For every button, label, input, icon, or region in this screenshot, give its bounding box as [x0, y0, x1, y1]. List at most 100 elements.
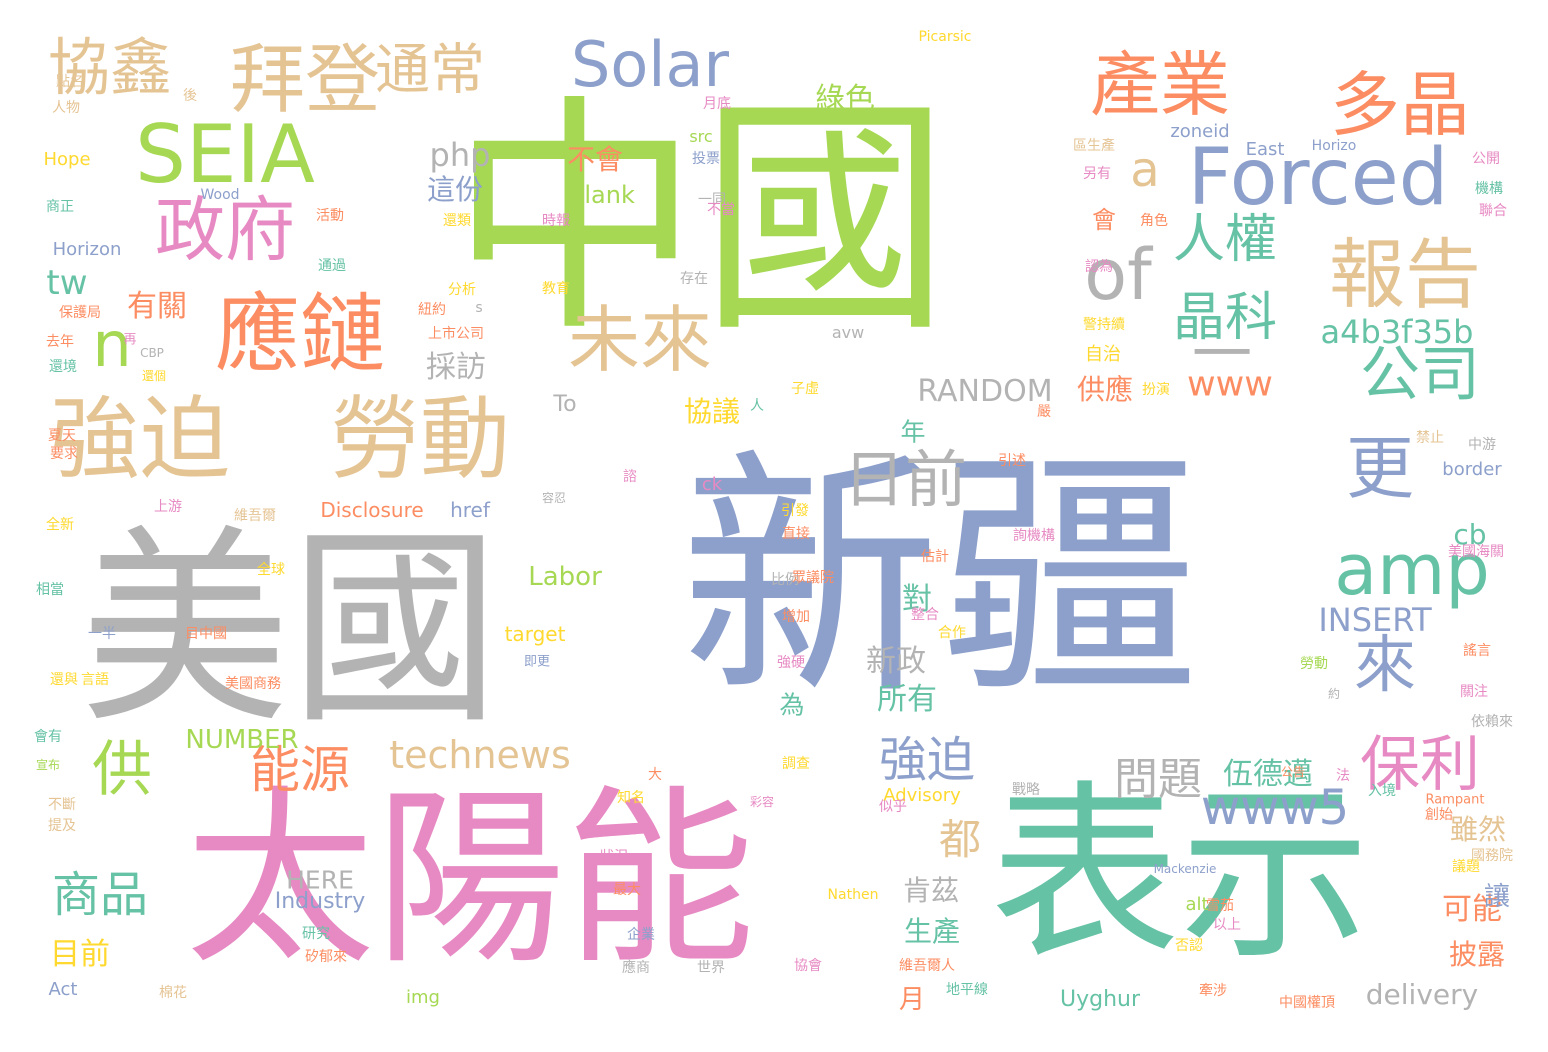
word-term-66: 生產 — [903, 915, 961, 948]
word-avw: avw — [831, 323, 865, 342]
word-term-99: 點名 — [56, 74, 84, 90]
word-term-6: 強迫 — [50, 387, 230, 492]
word-act: Act — [48, 979, 78, 1000]
word-term-150: 地平線 — [946, 982, 988, 998]
word-term-141: 大 — [648, 767, 662, 783]
word-term-8: 應鏈 — [214, 285, 386, 385]
word-term-199: 關注 — [1460, 684, 1488, 700]
word-php: php — [429, 136, 491, 174]
word-term-194: 中游 — [1468, 437, 1496, 453]
word-term-62: 可能 — [1442, 892, 1502, 927]
word-term-171: 估計 — [921, 549, 949, 565]
word-term-5: 表示 — [989, 764, 1371, 985]
word-term-136: 提及 — [48, 818, 76, 834]
word-term-197: 勞動 — [1300, 656, 1328, 672]
word-a4b3f35b: a4b3f35b — [1320, 313, 1474, 351]
word-term-124: 上游 — [154, 499, 182, 515]
word-term-131: 還與 — [50, 672, 78, 688]
word-term-191: 聯合 — [1479, 203, 1507, 219]
word-term-42: 強迫 — [878, 732, 976, 788]
word-term-182: 要求 — [50, 446, 78, 462]
word-term-137: 研究 — [302, 926, 330, 942]
word-term-27: 公司 — [1360, 340, 1480, 410]
word-term-140: 即更 — [523, 654, 551, 670]
word-n: n — [92, 308, 132, 381]
word-term-185: 扮演 — [1142, 382, 1170, 398]
word-term-126: 全球 — [257, 562, 285, 578]
word-term-155: 以上 — [1213, 917, 1241, 933]
word-horizon: Horizon — [52, 239, 122, 260]
word-term-54: 所有 — [877, 682, 937, 717]
word-term-123: 全新 — [46, 517, 74, 533]
word-uyghur: Uyghur — [1059, 987, 1141, 1012]
word-term-9: 政府 — [155, 189, 295, 271]
word-term-13: 通常 — [374, 37, 486, 102]
word-term-190: 機構 — [1475, 181, 1503, 197]
word-term-151: 中國權頂 — [1279, 995, 1335, 1011]
word-term-74: 年 — [900, 417, 926, 447]
word-term-107: 一同 — [698, 192, 726, 208]
word-border: border — [1442, 459, 1502, 480]
word-term-59: 供應 — [1076, 373, 1134, 406]
word-term-130: 美國商務 — [225, 676, 281, 692]
word-term-1: 中國 — [450, 74, 950, 365]
word-term-179: 子虛 — [791, 381, 819, 397]
word-term-167: 增加 — [782, 609, 810, 625]
word-term-121: 還個 — [141, 369, 167, 383]
word-term-164: 彩容 — [749, 795, 775, 809]
word-term-163: 似乎 — [879, 799, 907, 815]
word-here: HERE — [286, 865, 354, 895]
word-cb: cb — [1453, 518, 1487, 551]
word-term-147: 世界 — [697, 960, 725, 976]
word-east: East — [1245, 139, 1285, 160]
word-random: RANDOM — [917, 374, 1053, 409]
word-term-57: 有關 — [127, 289, 187, 324]
word-term-189: 另有 — [1083, 166, 1111, 182]
word-hope: Hope — [43, 149, 91, 170]
word-technews: technews — [389, 733, 571, 777]
word-term-43: 伍德邁 — [1223, 757, 1313, 792]
word-term-184: 警持續 — [1083, 317, 1125, 333]
word-term-146: 應商 — [622, 960, 650, 976]
word-term-148: 協會 — [794, 958, 822, 974]
word-term-70: 目前 — [50, 937, 110, 972]
word-term-11: 拜登 — [229, 35, 381, 124]
word-term-32: 保利 — [1360, 730, 1480, 800]
word-cloud-field: 中國 新疆 美國 太陽能 表示 強迫 勞動 應鏈 政府 SEIA 拜登 協鑫 通常 Solar 產業 多晶 Fo… — [26, 22, 1522, 1026]
word-term-18: 報告 — [1329, 230, 1481, 319]
word-term-104: 還類 — [443, 213, 471, 229]
word-term-65: 肯茲 — [902, 874, 960, 907]
word-cbp: CBP — [140, 346, 164, 360]
word-term-158: 創始 — [1425, 807, 1453, 823]
word-term-157: 議題 — [1452, 859, 1480, 875]
word-insert: INSERT — [1318, 601, 1432, 639]
word-term-183: 嚴 — [1037, 404, 1051, 420]
word-www: www — [1187, 364, 1273, 405]
word-term-67: 月 — [898, 985, 926, 1015]
word-blank: blank — [569, 181, 635, 209]
word-term-112: 存在 — [680, 271, 708, 287]
word-term-175: 引發 — [781, 503, 809, 519]
word-term-31: 來 — [1353, 628, 1417, 701]
word-term-103: 活動 — [316, 208, 344, 224]
word-term-37: 能源 — [250, 741, 350, 799]
word-term-105: 時報 — [542, 213, 570, 229]
word-term-135: 不斷 — [48, 797, 76, 813]
word-term-192: 公開 — [1472, 151, 1500, 167]
word-term-177: 諮 — [623, 469, 637, 485]
word-term-160: 法 — [1336, 768, 1350, 784]
word-horizo: Horizo — [1311, 138, 1357, 154]
word-term-145: 企業 — [627, 927, 655, 943]
word-advisory: Advisory — [883, 785, 961, 806]
word-term-40: 都 — [938, 815, 982, 864]
word-ck: ck — [701, 474, 723, 495]
word-term-142: 知名 — [617, 790, 645, 806]
word-forced: Forced — [1187, 133, 1449, 223]
word-alt: alt — [1185, 894, 1209, 915]
word-term-162: 戰略 — [1012, 782, 1040, 798]
word-term-106: 投票 — [692, 151, 720, 167]
word-term-144: 最大 — [613, 882, 641, 898]
word-term-181: 夏天 — [48, 428, 76, 444]
word-term-3: 美國 — [79, 507, 501, 752]
word-term-186: 認為 — [1085, 259, 1113, 275]
